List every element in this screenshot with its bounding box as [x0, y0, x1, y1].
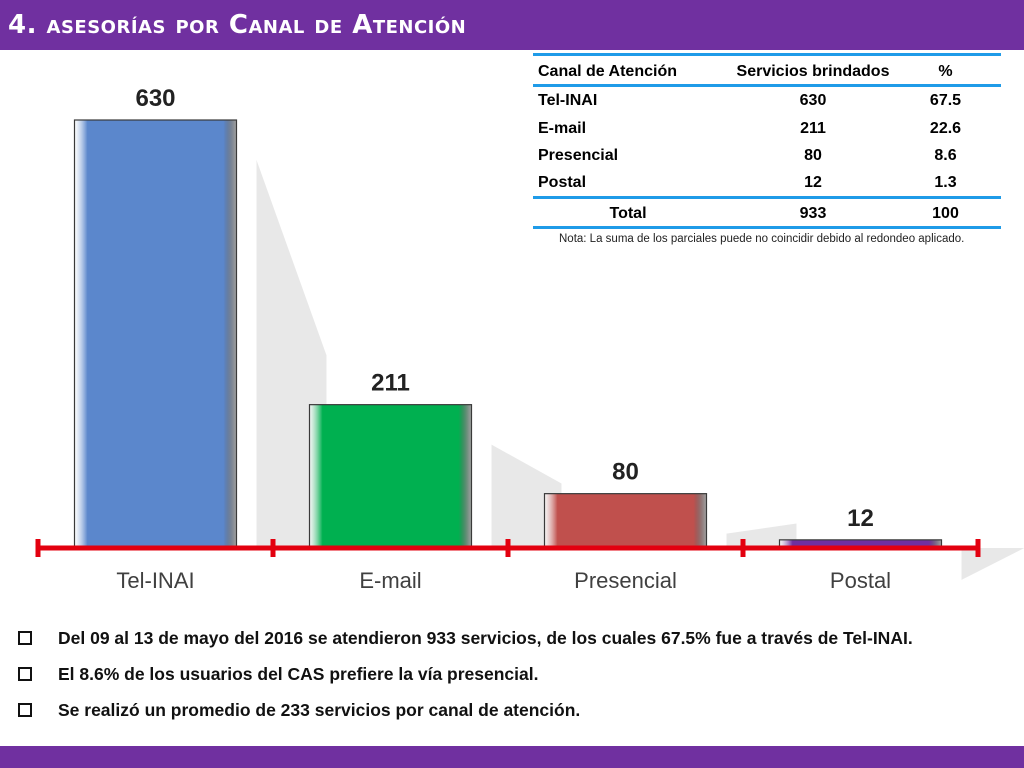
data-label: 630 [135, 85, 175, 112]
table-cell: 67.5 [929, 92, 962, 109]
checkbox-bullet-icon [18, 667, 32, 681]
table-cell: 12 [804, 174, 822, 191]
table-total-row: Total 933 100 [533, 201, 1001, 227]
table-cell: 1.3 [934, 174, 957, 191]
page-title: 4. asesorías por Canal de Atención [8, 10, 467, 40]
bar-tel-inai [73, 119, 238, 549]
table-header-row: Canal de Atención Servicios brindados % [533, 59, 1001, 85]
bottom-bar [0, 746, 1024, 768]
table-cell: E-mail [538, 120, 587, 137]
x-tick-label: Presencial [574, 568, 677, 593]
table-header-cell: Servicios brindados [736, 63, 890, 80]
checkbox-bullet-icon [18, 631, 32, 645]
table-total-cell: 100 [932, 205, 959, 222]
table-row: Presencial 80 8.6 [533, 143, 1001, 169]
table-rule-total [533, 196, 1001, 199]
table-rule-bottom [533, 226, 1001, 229]
table-rule-header [533, 84, 1001, 87]
data-label: 12 [847, 505, 874, 532]
table-row: E-mail 211 22.6 [533, 116, 1001, 142]
table-cell: 630 [799, 92, 827, 109]
x-tick-label: E-mail [359, 568, 421, 593]
table-total-cell: Total [609, 205, 647, 222]
bar-chart: 630 Tel-INAI 211 E-mail 80 Presencial 12 Postal [35, 85, 1024, 593]
table-row: Tel-INAI 630 67.5 [533, 88, 1001, 114]
bar-e-mail [308, 404, 473, 549]
bullet-list: Del 09 al 13 de mayo del 2016 se atendie… [18, 628, 1008, 736]
bullet-text: Se realizó un promedio de 233 servicios … [58, 700, 581, 720]
table-header-cell: % [938, 63, 953, 80]
table-cell: 8.6 [934, 147, 957, 164]
table-cell: Postal [538, 174, 587, 191]
table-cell: Tel-INAI [538, 92, 598, 109]
table-cell: 22.6 [929, 120, 962, 137]
table-note: Nota: La suma de los parciales puede no … [559, 233, 965, 245]
bullet-item: El 8.6% de los usuarios del CAS prefiere… [18, 664, 1008, 700]
table-row: Postal 12 1.3 [533, 170, 1001, 196]
bullet-text: El 8.6% de los usuarios del CAS prefiere… [58, 664, 539, 684]
x-tick-label: Postal [830, 568, 891, 593]
x-tick-label: Tel-INAI [116, 568, 194, 593]
bullet-text: Del 09 al 13 de mayo del 2016 se atendie… [58, 628, 913, 648]
table-cell: 80 [804, 147, 822, 164]
title-bar: 4. asesorías por Canal de Atención [0, 0, 1024, 50]
bar-presencial [543, 493, 708, 549]
table-cell: Presencial [538, 147, 619, 164]
data-label: 211 [371, 370, 410, 397]
table-cell: 211 [800, 120, 826, 137]
bullet-item: Se realizó un promedio de 233 servicios … [18, 700, 1008, 736]
bullet-item: Del 09 al 13 de mayo del 2016 se atendie… [18, 628, 1008, 664]
checkbox-bullet-icon [18, 703, 32, 717]
table-total-cell: 933 [799, 205, 827, 222]
table-header-cell: Canal de Atención [538, 63, 677, 80]
data-label: 80 [612, 459, 639, 486]
table-rule-top [533, 53, 1001, 56]
